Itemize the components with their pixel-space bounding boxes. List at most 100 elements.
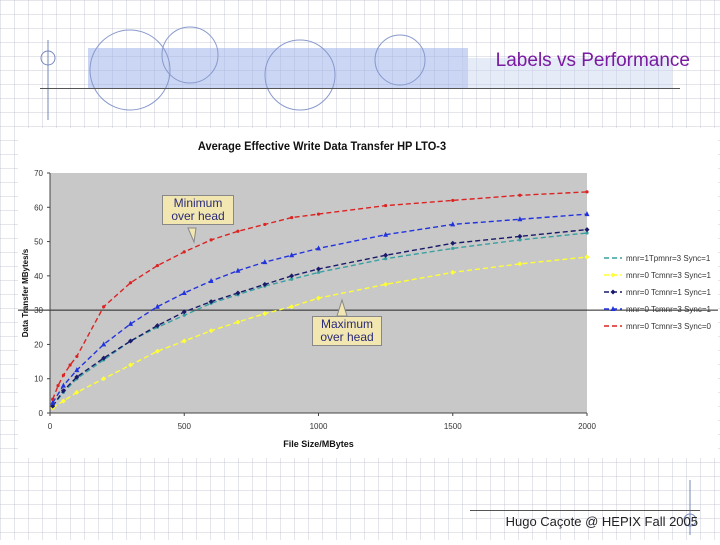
data-point bbox=[102, 305, 106, 309]
title-divider bbox=[40, 88, 680, 89]
data-point bbox=[235, 267, 241, 273]
data-point bbox=[209, 238, 213, 242]
data-point bbox=[585, 190, 589, 194]
y-tick-label: 10 bbox=[34, 375, 43, 384]
y-tick-label: 30 bbox=[34, 306, 43, 315]
data-point bbox=[154, 323, 160, 329]
data-point bbox=[74, 389, 80, 395]
data-point bbox=[585, 231, 589, 235]
y-tick-label: 50 bbox=[34, 238, 43, 247]
data-point bbox=[584, 211, 590, 217]
data-point bbox=[181, 309, 187, 315]
data-point bbox=[263, 222, 267, 227]
data-point bbox=[383, 252, 389, 258]
legend-marker bbox=[610, 306, 616, 311]
y-tick-label: 70 bbox=[34, 169, 43, 178]
data-point bbox=[74, 374, 80, 380]
decorative-band-right bbox=[462, 58, 672, 88]
x-tick-label: 2000 bbox=[578, 422, 596, 431]
legend-label: mnr=0 Tcmnr=3 Sync=1 bbox=[626, 305, 712, 314]
data-point bbox=[451, 198, 455, 203]
decorative-band bbox=[88, 48, 468, 88]
data-point bbox=[60, 388, 66, 394]
data-point bbox=[75, 354, 79, 359]
legend-marker bbox=[610, 272, 616, 278]
data-point bbox=[450, 269, 456, 275]
data-point bbox=[451, 246, 455, 251]
data-point bbox=[208, 328, 214, 334]
data-point bbox=[60, 382, 66, 388]
data-point bbox=[290, 277, 294, 281]
data-point bbox=[181, 338, 187, 344]
data-point bbox=[60, 398, 66, 404]
data-point bbox=[316, 245, 321, 251]
data-point bbox=[56, 383, 60, 388]
series-line bbox=[52, 191, 588, 400]
callout-maximum-overhead: Maximum over head bbox=[312, 316, 382, 346]
data-point bbox=[208, 278, 214, 283]
data-point bbox=[316, 295, 321, 301]
data-point bbox=[128, 281, 133, 285]
series-line bbox=[52, 213, 588, 404]
data-point bbox=[290, 215, 294, 220]
series-3 bbox=[50, 211, 590, 405]
slide-footer: Hugo Caçote @ HEPIX Fall 2005 bbox=[505, 514, 698, 529]
data-point bbox=[517, 261, 523, 267]
data-point bbox=[208, 299, 214, 305]
data-point bbox=[101, 341, 107, 347]
data-point bbox=[584, 227, 590, 233]
x-axis-label: File Size/MBytes bbox=[283, 439, 354, 449]
data-point bbox=[74, 367, 80, 373]
data-point bbox=[235, 319, 241, 325]
y-axis-label: Data Transfer MBytes/s bbox=[21, 248, 30, 337]
legend-label: mnr=0 Tcmnr=1 Sync=1 bbox=[626, 288, 712, 297]
data-point bbox=[384, 257, 388, 261]
data-point bbox=[235, 290, 241, 296]
series-line bbox=[52, 256, 588, 409]
data-point bbox=[517, 233, 523, 239]
data-point bbox=[51, 397, 55, 401]
data-point bbox=[450, 240, 456, 246]
data-point bbox=[50, 399, 56, 405]
data-point bbox=[101, 355, 107, 361]
legend: mnr=1Tpmnr=3 Sync=1 mnr=0 Tcmnr=3 Sync=1 m… bbox=[604, 254, 712, 331]
data-point bbox=[383, 231, 389, 237]
data-point bbox=[316, 270, 321, 275]
data-point bbox=[128, 320, 134, 326]
y-tick-label: 60 bbox=[34, 203, 43, 212]
data-point bbox=[181, 290, 187, 295]
data-point bbox=[262, 259, 268, 265]
data-point bbox=[262, 281, 268, 287]
x-tick-label: 1500 bbox=[444, 422, 462, 431]
legend-label: mnr=0 Tcmnr=3 Sync=0 bbox=[626, 322, 712, 331]
data-point bbox=[289, 252, 295, 258]
y-tick-label: 20 bbox=[34, 340, 43, 349]
series-2 bbox=[50, 227, 590, 409]
data-point bbox=[289, 304, 295, 310]
series-4 bbox=[51, 190, 589, 401]
y-tick-label: 0 bbox=[39, 409, 44, 418]
chart-title: Average Effective Write Data Transfer HP… bbox=[198, 141, 446, 153]
data-point bbox=[450, 221, 456, 227]
y-tick-label: 40 bbox=[34, 272, 43, 281]
data-point bbox=[262, 311, 268, 317]
data-point bbox=[154, 348, 160, 354]
data-point bbox=[68, 363, 72, 367]
x-tick-label: 1000 bbox=[310, 422, 328, 431]
data-point bbox=[289, 273, 295, 279]
data-point bbox=[50, 403, 56, 409]
data-point bbox=[182, 250, 186, 254]
data-point bbox=[383, 281, 389, 287]
data-point bbox=[384, 203, 388, 208]
legend-label: mnr=1Tpmnr=3 Sync=1 bbox=[626, 254, 711, 263]
x-tick-label: 0 bbox=[48, 422, 53, 431]
legend-marker bbox=[610, 289, 616, 295]
footer-divider bbox=[470, 510, 700, 511]
data-point bbox=[518, 238, 522, 242]
data-point bbox=[128, 362, 134, 368]
data-point bbox=[236, 229, 240, 233]
legend-label: mnr=0 Tcmnr=3 Sync=1 bbox=[626, 271, 712, 280]
